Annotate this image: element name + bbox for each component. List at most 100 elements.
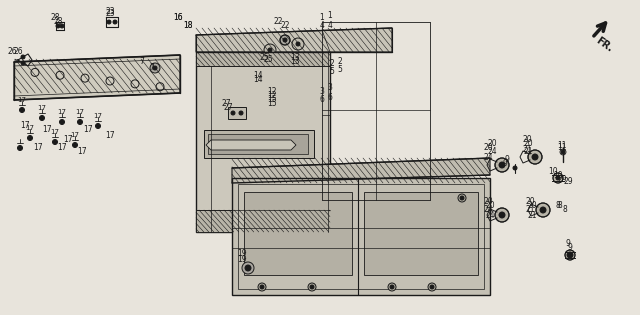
Text: 7: 7 xyxy=(150,64,154,72)
Text: 24: 24 xyxy=(487,147,497,157)
Circle shape xyxy=(430,285,434,289)
Circle shape xyxy=(56,71,64,79)
Text: 13: 13 xyxy=(290,58,300,66)
Text: 21: 21 xyxy=(525,205,535,215)
Text: 28: 28 xyxy=(51,14,60,22)
Text: 20: 20 xyxy=(523,140,533,148)
Text: 17: 17 xyxy=(93,113,102,119)
Text: 5: 5 xyxy=(337,66,342,75)
Text: 16: 16 xyxy=(173,13,183,21)
Text: 17: 17 xyxy=(77,147,87,157)
Text: 20: 20 xyxy=(522,135,532,145)
Bar xyxy=(364,192,478,275)
Text: 17: 17 xyxy=(83,125,93,135)
Circle shape xyxy=(568,253,572,257)
Circle shape xyxy=(245,265,251,271)
Text: 17: 17 xyxy=(42,125,52,135)
Circle shape xyxy=(460,196,464,200)
Text: 28: 28 xyxy=(53,18,63,26)
Circle shape xyxy=(388,283,396,291)
Circle shape xyxy=(60,24,64,28)
Circle shape xyxy=(495,208,509,222)
Circle shape xyxy=(95,123,100,129)
Text: 17: 17 xyxy=(58,109,67,115)
Circle shape xyxy=(17,146,22,151)
Text: 25: 25 xyxy=(263,55,273,65)
Circle shape xyxy=(528,150,542,164)
Text: 4: 4 xyxy=(328,20,332,30)
Circle shape xyxy=(131,80,139,88)
Circle shape xyxy=(156,83,164,91)
Text: 17: 17 xyxy=(63,135,73,145)
Circle shape xyxy=(540,207,546,213)
Circle shape xyxy=(536,203,550,217)
Text: 1: 1 xyxy=(328,12,332,20)
Circle shape xyxy=(280,35,290,45)
Text: 9: 9 xyxy=(502,158,508,168)
Circle shape xyxy=(81,74,89,82)
Circle shape xyxy=(56,24,60,28)
Text: 22: 22 xyxy=(280,21,290,31)
Text: 4: 4 xyxy=(319,21,324,31)
Text: 27: 27 xyxy=(223,102,233,112)
Circle shape xyxy=(310,285,314,289)
Circle shape xyxy=(532,154,538,160)
Text: 17: 17 xyxy=(33,144,43,152)
Circle shape xyxy=(499,162,505,168)
Text: 9: 9 xyxy=(566,239,570,249)
Bar xyxy=(196,210,330,232)
Text: 9: 9 xyxy=(568,243,572,253)
Text: 16: 16 xyxy=(173,14,183,22)
Text: 13: 13 xyxy=(290,54,300,62)
Bar xyxy=(196,52,330,66)
Text: 17: 17 xyxy=(105,130,115,140)
Text: 19: 19 xyxy=(237,255,247,265)
Bar xyxy=(228,107,246,119)
Text: 17: 17 xyxy=(20,121,30,129)
Text: 10: 10 xyxy=(548,168,558,176)
Circle shape xyxy=(107,20,111,24)
Circle shape xyxy=(106,77,114,85)
Circle shape xyxy=(308,283,316,291)
Text: 15: 15 xyxy=(267,100,277,108)
Circle shape xyxy=(390,285,394,289)
Polygon shape xyxy=(232,158,490,183)
Text: 20: 20 xyxy=(525,197,535,205)
Text: 9: 9 xyxy=(504,156,509,164)
Text: 23: 23 xyxy=(105,8,115,16)
Text: 18: 18 xyxy=(183,20,193,30)
Text: 24: 24 xyxy=(483,153,493,163)
Circle shape xyxy=(77,119,83,124)
Text: 12: 12 xyxy=(268,90,276,100)
Text: 3: 3 xyxy=(319,88,324,96)
Circle shape xyxy=(21,55,25,59)
Circle shape xyxy=(113,20,117,24)
Circle shape xyxy=(556,176,560,180)
Text: 17: 17 xyxy=(51,129,60,135)
Circle shape xyxy=(242,262,254,274)
Text: 11: 11 xyxy=(557,144,567,152)
Bar xyxy=(196,52,330,232)
Circle shape xyxy=(264,44,276,56)
Circle shape xyxy=(28,135,33,140)
Text: 17: 17 xyxy=(38,105,47,111)
Circle shape xyxy=(495,158,509,172)
Text: 10: 10 xyxy=(553,170,563,180)
Bar xyxy=(204,130,314,158)
Circle shape xyxy=(153,66,157,70)
Text: 19: 19 xyxy=(237,249,247,259)
Text: 17: 17 xyxy=(70,132,79,138)
Text: 21: 21 xyxy=(527,210,537,220)
Text: 14: 14 xyxy=(253,76,263,84)
Circle shape xyxy=(513,166,517,170)
Text: 20: 20 xyxy=(487,139,497,147)
Text: 26: 26 xyxy=(13,48,23,56)
Text: 20: 20 xyxy=(483,197,493,205)
Text: 17: 17 xyxy=(76,109,84,115)
Text: 20: 20 xyxy=(483,144,493,152)
Bar xyxy=(238,184,484,289)
Text: 11: 11 xyxy=(557,140,567,150)
Text: 8: 8 xyxy=(557,201,563,209)
Text: 20: 20 xyxy=(485,201,495,209)
Text: 20: 20 xyxy=(527,201,537,209)
